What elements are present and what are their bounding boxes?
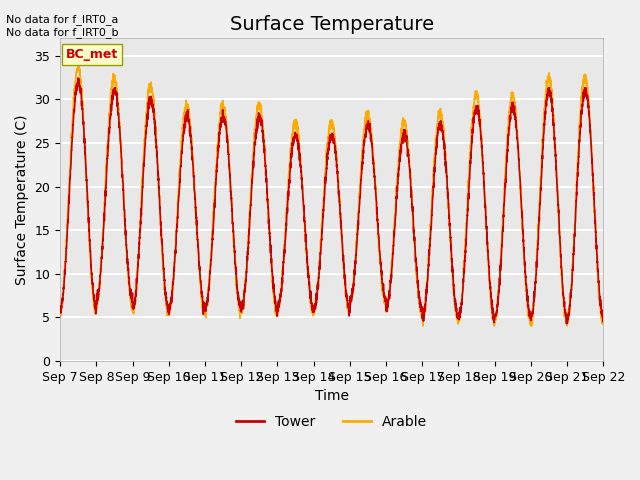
Tower bbox=[385, 295, 392, 301]
Tower bbox=[599, 319, 607, 325]
Tower bbox=[173, 228, 180, 234]
Arable bbox=[56, 308, 64, 313]
Arable bbox=[394, 163, 402, 169]
Arable bbox=[600, 317, 607, 323]
Line: Arable: Arable bbox=[60, 67, 604, 326]
Text: BC_met: BC_met bbox=[65, 48, 118, 61]
X-axis label: Time: Time bbox=[315, 389, 349, 403]
Text: No data for f_IRT0_a
No data for f_IRT0_b: No data for f_IRT0_a No data for f_IRT0_… bbox=[6, 14, 119, 38]
Legend: Tower, Arable: Tower, Arable bbox=[230, 410, 433, 435]
Tower bbox=[563, 321, 570, 326]
Y-axis label: Surface Temperature (C): Surface Temperature (C) bbox=[15, 114, 29, 285]
Arable bbox=[419, 323, 427, 329]
Tower bbox=[394, 170, 402, 176]
Tower bbox=[548, 104, 556, 109]
Arable bbox=[599, 322, 607, 327]
Arable bbox=[173, 224, 180, 230]
Tower bbox=[74, 75, 82, 81]
Tower bbox=[600, 311, 607, 316]
Tower bbox=[56, 305, 64, 311]
Tower bbox=[208, 242, 216, 248]
Arable bbox=[385, 296, 392, 301]
Arable bbox=[208, 240, 216, 245]
Line: Tower: Tower bbox=[60, 78, 604, 324]
Title: Surface Temperature: Surface Temperature bbox=[230, 15, 434, 34]
Arable bbox=[548, 93, 556, 98]
Arable bbox=[74, 64, 81, 70]
